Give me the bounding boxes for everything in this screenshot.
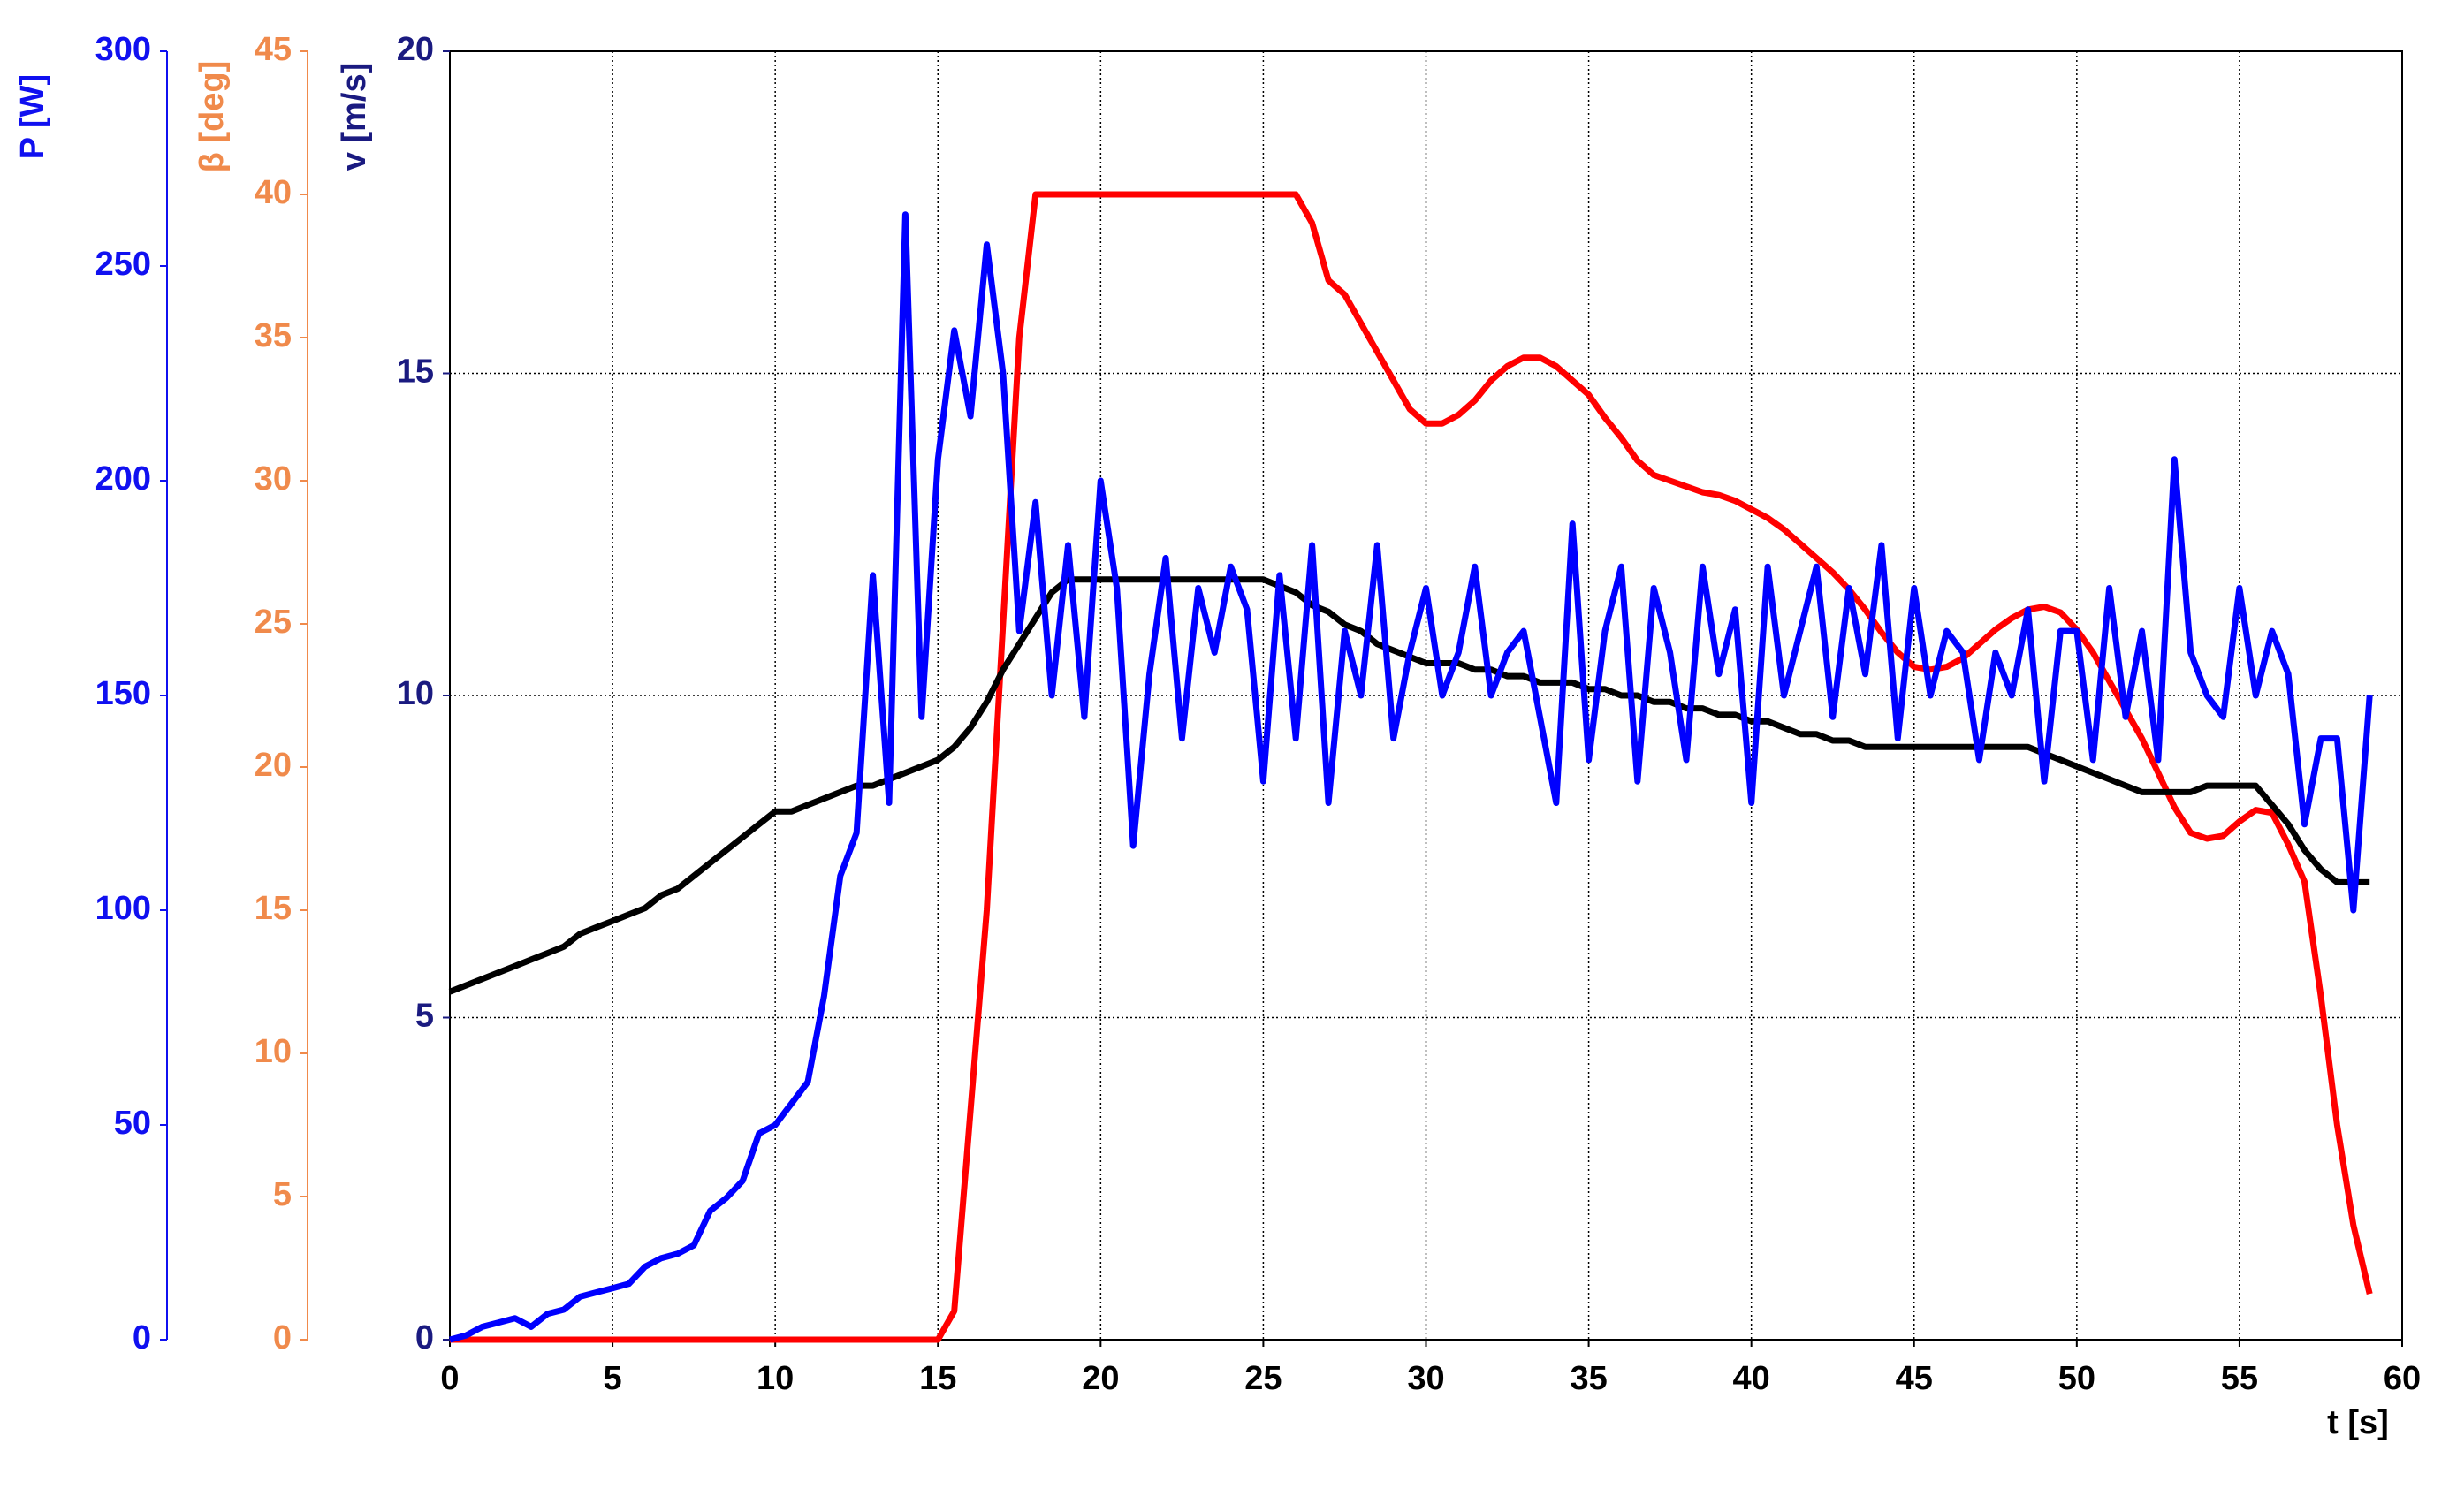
y-tick-label: 15 [255, 890, 292, 927]
y-tick-label: 0 [133, 1319, 151, 1356]
y-tick-label: 15 [397, 353, 434, 391]
x-tick-label: 40 [1733, 1360, 1770, 1397]
y-tick-label: 250 [95, 246, 151, 283]
y-axis-label: P [W] [14, 74, 51, 159]
x-tick-label: 25 [1244, 1360, 1282, 1397]
y-tick-label: 20 [255, 747, 292, 784]
y-axis-label: v [m/s] [336, 63, 373, 171]
y-tick-label: 10 [255, 1033, 292, 1070]
x-tick-label: 30 [1407, 1360, 1444, 1397]
x-tick-label: 10 [757, 1360, 794, 1397]
y-tick-label: 5 [415, 998, 434, 1035]
x-tick-label: 15 [919, 1360, 956, 1397]
y-tick-label: 0 [415, 1319, 434, 1356]
y-tick-label: 150 [95, 675, 151, 712]
x-tick-label: 45 [1896, 1360, 1933, 1397]
x-tick-label: 5 [604, 1360, 622, 1397]
x-tick-label: 20 [1082, 1360, 1119, 1397]
y-tick-label: 5 [273, 1176, 292, 1213]
y-tick-label: 25 [255, 604, 292, 641]
y-axis-label: β [deg] [194, 61, 231, 173]
y-tick-label: 30 [255, 460, 292, 498]
y-tick-label: 45 [255, 31, 292, 68]
x-tick-label: 50 [2058, 1360, 2095, 1397]
y-tick-label: 50 [114, 1105, 151, 1142]
x-tick-label: 35 [1570, 1360, 1607, 1397]
x-tick-label: 0 [440, 1360, 459, 1397]
data-line [449, 211, 2373, 1343]
y-tick-label: 300 [95, 31, 151, 68]
x-tick-label: 60 [2384, 1360, 2421, 1397]
data-line [450, 191, 2373, 1343]
y-tick-label: 100 [95, 890, 151, 927]
y-tick-label: 35 [255, 317, 292, 354]
x-axis-label: t [s] [2327, 1404, 2389, 1441]
y-tick-label: 20 [397, 31, 434, 68]
y-tick-label: 0 [273, 1319, 292, 1356]
x-tick-label: 55 [2221, 1360, 2258, 1397]
y-tick-label: 10 [397, 675, 434, 712]
y-tick-label: 200 [95, 460, 151, 498]
y-tick-label: 40 [255, 174, 292, 211]
